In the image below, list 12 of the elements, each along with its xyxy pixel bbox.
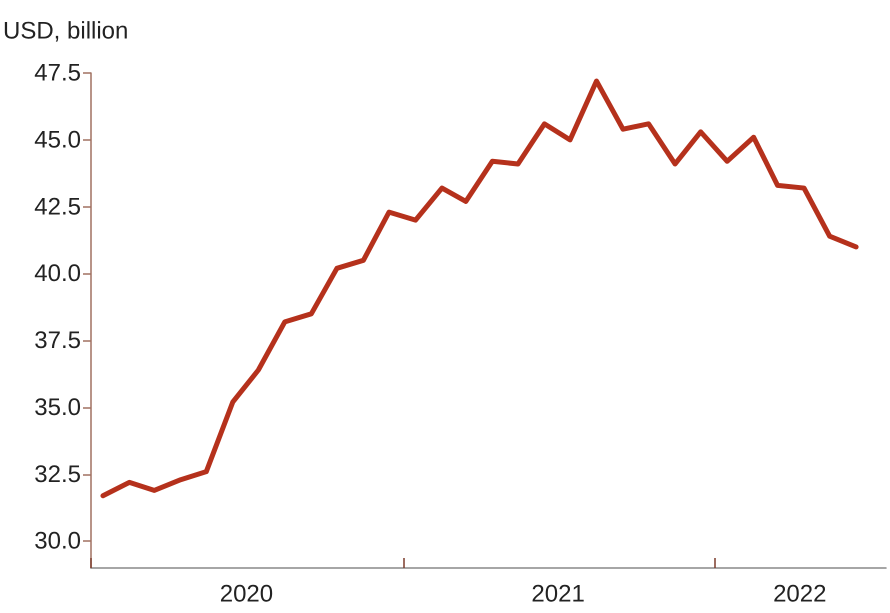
x-tick-label: 2021 [531,580,585,608]
y-tick-label: 35.0 [34,394,81,421]
y-tick-label: 32.5 [34,460,81,488]
y-tick-label: 37.5 [34,327,81,354]
y-tick-label: 40.0 [34,260,81,288]
y-axis-title: USD, billion [3,18,128,44]
x-tick-label: 2020 [220,580,274,608]
y-tick-label: 47.5 [34,60,81,86]
y-tick-label: 42.5 [34,193,81,220]
y-tick-label: 45.0 [34,126,81,154]
x-tick-label: 2022 [773,580,826,608]
y-tick-label: 30.0 [34,528,81,555]
